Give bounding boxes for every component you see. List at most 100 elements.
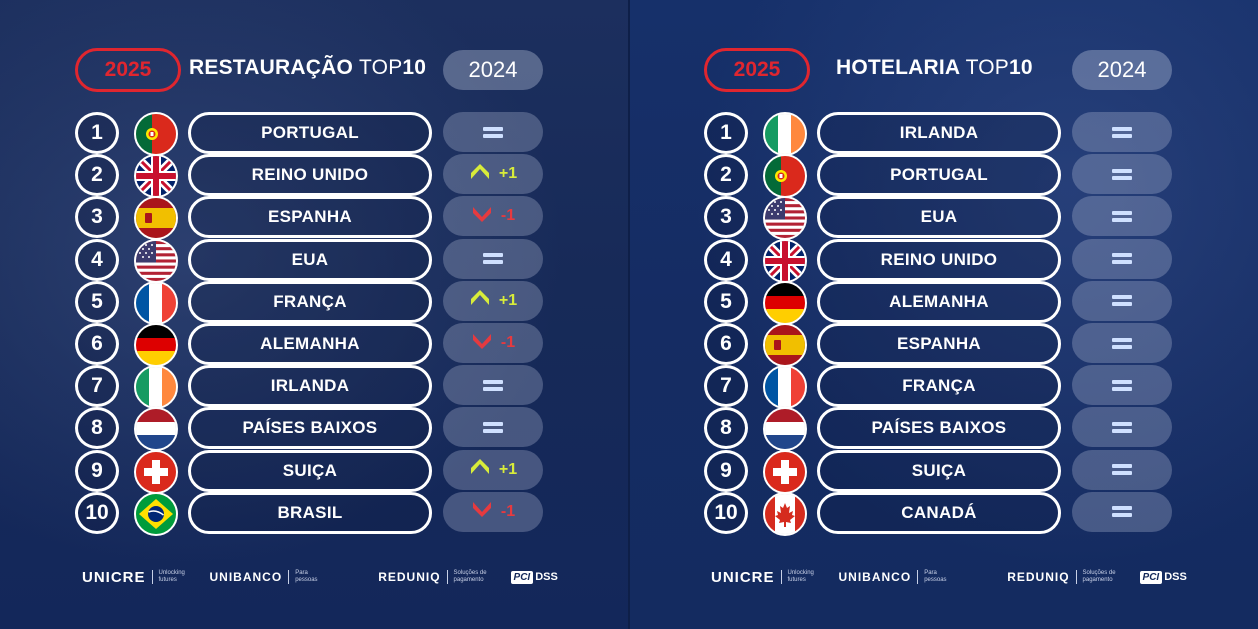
- rank-change-badge: [1072, 491, 1172, 532]
- ranking-row: 8 PAÍSES BAIXOS: [704, 407, 1174, 452]
- equal-icon: [1112, 166, 1132, 183]
- rank-number: 1: [704, 112, 748, 154]
- rank-change-badge: [443, 112, 543, 152]
- rank-number: 7: [75, 365, 119, 408]
- equal-icon: [1112, 377, 1132, 394]
- equal-icon: [483, 377, 503, 394]
- country-name: FRANÇA: [817, 365, 1061, 408]
- country-name: ALEMANHA: [817, 280, 1061, 323]
- restauracao-title: RESTAURAÇÃO TOP10: [189, 56, 426, 80]
- country-name: PAÍSES BAIXOS: [188, 407, 432, 450]
- ranking-row: 9 SUIÇA: [704, 449, 1174, 494]
- netherlands-flag-icon: [134, 407, 178, 452]
- title-top: TOP: [359, 56, 403, 79]
- ranking-row: 7 IRLANDA: [75, 365, 545, 410]
- chevron-down-icon: [471, 332, 493, 355]
- switzerland-flag-icon: [763, 449, 807, 494]
- ranking-row: 4 EUA: [75, 238, 545, 283]
- country-name: ESPANHA: [188, 196, 432, 239]
- ranking-row: 6 ESPANHA: [704, 323, 1174, 367]
- rank-change-badge: [1072, 154, 1172, 195]
- germany-flag-icon: [763, 280, 807, 325]
- rank-change-badge: -1: [443, 323, 543, 363]
- equal-icon: [1112, 250, 1132, 267]
- country-name: FRANÇA: [188, 280, 432, 323]
- country-name: PORTUGAL: [188, 112, 432, 154]
- chevron-up-icon: [469, 289, 491, 312]
- rank-change-badge: [1072, 112, 1172, 152]
- rank-change-value: -1: [500, 502, 516, 520]
- rank-number: 5: [75, 280, 119, 323]
- footer-logos-left: UNICRE Unlocking futures UNIBANCO Para p…: [82, 566, 558, 588]
- country-name: IRLANDA: [817, 112, 1061, 154]
- hotelaria-title: HOTELARIA TOP10: [836, 56, 1033, 80]
- rank-change-badge: -1: [443, 491, 543, 532]
- title-number: 10: [402, 56, 427, 79]
- spain-flag-icon: [134, 196, 178, 241]
- ranking-row: 10 CANADÁ: [704, 491, 1174, 536]
- restauracao-header: 2025 RESTAURAÇÃO TOP10 2024: [75, 48, 545, 92]
- equal-icon: [1112, 208, 1132, 225]
- rank-number: 7: [704, 365, 748, 408]
- chevron-down-icon: [471, 205, 493, 228]
- unicre-tagline: Unlocking futures: [151, 570, 188, 584]
- year-previous-badge: 2024: [1072, 50, 1172, 90]
- equal-icon: [483, 419, 503, 436]
- unibanco-tagline: Para pessoas: [917, 570, 957, 584]
- rank-change-badge: [1072, 280, 1172, 321]
- year-previous-badge: 2024: [443, 50, 543, 90]
- rank-change-value: +1: [498, 460, 518, 478]
- france-flag-icon: [763, 365, 807, 410]
- country-name: ESPANHA: [817, 323, 1061, 365]
- equal-icon: [1112, 419, 1132, 436]
- rank-number: 6: [704, 323, 748, 365]
- country-name: EUA: [817, 196, 1061, 239]
- ranking-row: 10 BRASIL -1: [75, 491, 545, 536]
- rank-number: 3: [704, 196, 748, 239]
- equal-icon: [1112, 292, 1132, 309]
- rank-change-badge: [1072, 238, 1172, 279]
- rank-number: 9: [704, 449, 748, 492]
- rank-number: 10: [704, 491, 748, 534]
- ranking-row: 9 SUIÇA +1: [75, 449, 545, 494]
- rank-number: 4: [75, 238, 119, 281]
- equal-icon: [1112, 461, 1132, 478]
- ranking-row: 4 REINO UNIDO: [704, 238, 1174, 283]
- pci-dss-logo: PCI DSS: [510, 570, 558, 584]
- reduniq-logo: REDUNIQ: [1007, 570, 1070, 584]
- rank-number: 4: [704, 238, 748, 281]
- brazil-flag-icon: [134, 491, 178, 536]
- unicre-logo: UNICRE: [711, 568, 775, 586]
- ranking-row: 8 PAÍSES BAIXOS: [75, 407, 545, 452]
- rank-change-badge: +1: [443, 280, 543, 321]
- rank-change-badge: [443, 238, 543, 279]
- rank-change-value: +1: [498, 291, 518, 309]
- year-current-badge: 2025: [75, 48, 181, 92]
- ireland-flag-icon: [134, 365, 178, 410]
- rank-change-badge: [1072, 449, 1172, 490]
- ireland-flag-icon: [763, 112, 807, 156]
- pci-dss-logo: PCI DSS: [1139, 570, 1187, 584]
- rank-change-badge: [443, 365, 543, 406]
- unibanco-logo: UNIBANCO: [209, 570, 283, 584]
- canada-flag-icon: [763, 491, 807, 536]
- ranking-row: 3 ESPANHA -1: [75, 196, 545, 241]
- france-flag-icon: [134, 280, 178, 325]
- switzerland-flag-icon: [134, 449, 178, 494]
- rank-change-badge: +1: [443, 154, 543, 195]
- rank-number: 8: [704, 407, 748, 450]
- usa-flag-icon: [134, 238, 178, 283]
- country-name: SUIÇA: [188, 449, 432, 492]
- portugal-flag-icon: [763, 154, 807, 199]
- spain-flag-icon: [763, 323, 807, 367]
- uk-flag-icon: [763, 238, 807, 283]
- germany-flag-icon: [134, 323, 178, 367]
- chevron-down-icon: [471, 500, 493, 523]
- country-name: REINO UNIDO: [188, 154, 432, 197]
- title-main: HOTELARIA: [836, 56, 966, 79]
- ranking-row: 5 FRANÇA +1: [75, 280, 545, 325]
- equal-icon: [483, 250, 503, 267]
- panel-divider: [628, 0, 630, 629]
- country-name: SUIÇA: [817, 449, 1061, 492]
- ranking-row: 7 FRANÇA: [704, 365, 1174, 410]
